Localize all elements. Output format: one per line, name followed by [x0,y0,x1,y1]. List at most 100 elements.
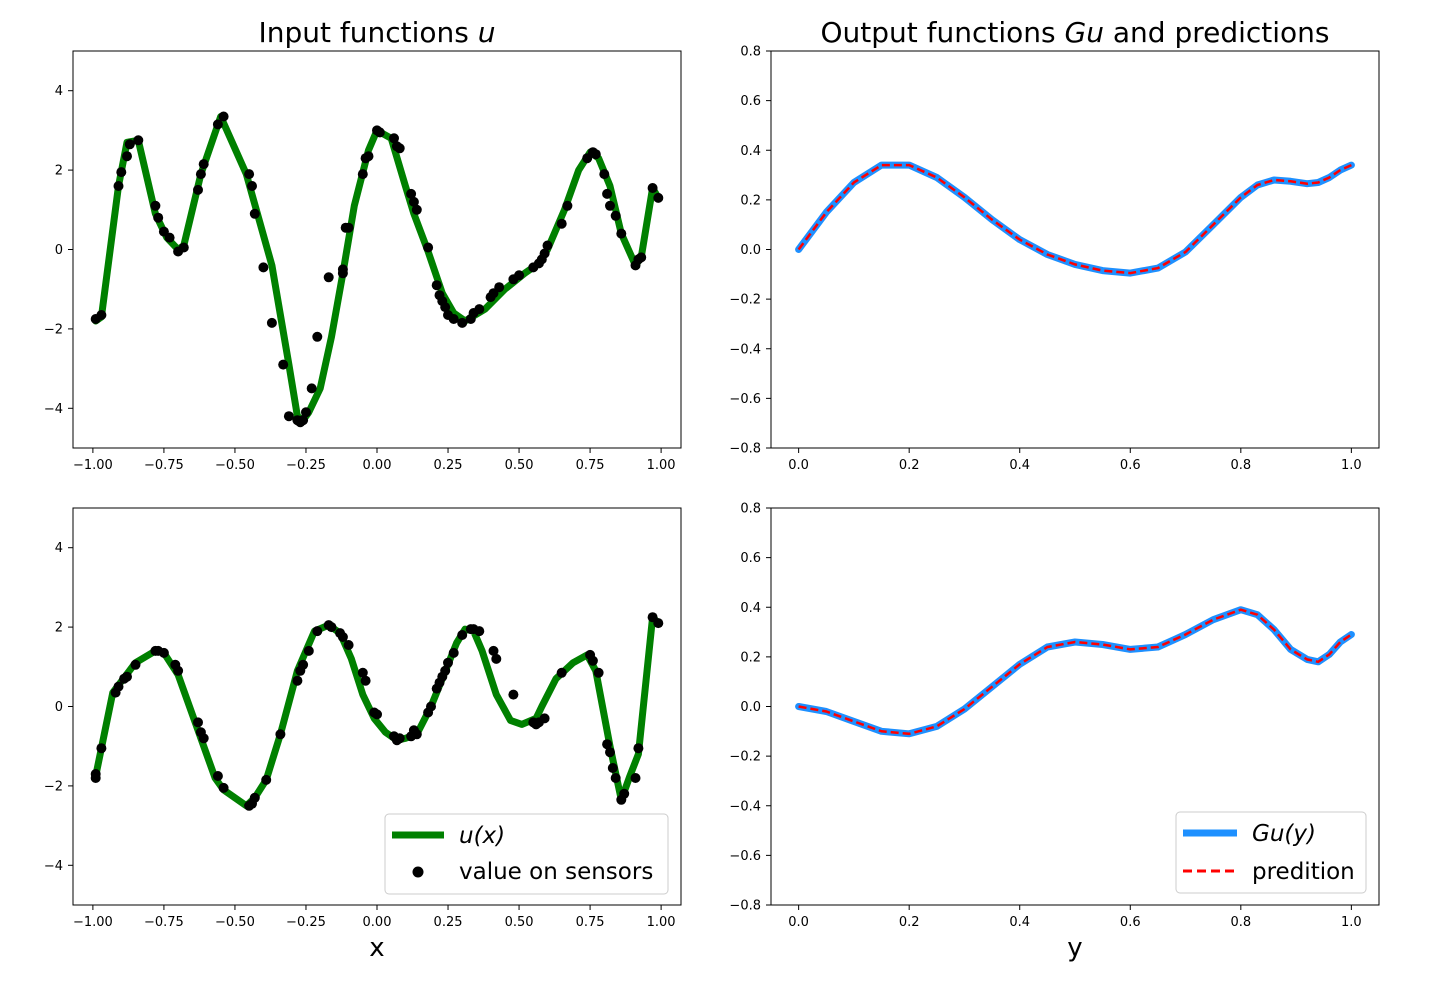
p2-sensor-point [593,667,604,678]
p2-sensor-point [426,701,436,712]
p2-sensor-point [275,729,286,740]
p1-xtick-label: 0.0 [788,458,809,473]
p3-ytick-label: 0.4 [740,601,761,616]
p0-sensor-point [363,151,374,162]
p1-ytick-label: 0.8 [740,45,761,60]
p0-sensor-point [653,192,664,203]
p0-sensor-point [283,411,294,422]
legend-input-frame [384,813,669,895]
p0-sensor-point [411,204,422,215]
p2-sensor-point [440,665,451,676]
legend-output-dashed-label: predition [1252,859,1355,885]
p2-sensor-point [303,645,314,656]
legend-input-points-label: value on sensors [459,859,653,885]
title-input-prefix: Input functions [258,16,477,49]
p0-sensor-point [122,151,132,162]
p0-plot-area [90,111,664,428]
p2-sensor-point [130,659,141,670]
p2-xtick-label: 0.25 [434,915,463,930]
p2-sensor-point [96,743,107,754]
p0-xtick-label: −0.75 [144,458,184,473]
p0-sensor-point [306,383,317,394]
p3-ytick-label: −0.4 [729,799,761,814]
p0-sensor-point [408,196,419,207]
p0-sensor-point [113,181,124,191]
p2-sensor-point [394,733,405,744]
p2-sensor-point [360,675,371,686]
p1-ytick-label: −0.8 [729,442,761,457]
legend-input-point-swatch [412,866,424,878]
p2-sensor-point [122,671,132,682]
p0-sensor-point [539,248,550,259]
p2-sensor-point [556,667,567,678]
p2-ytick-label: 4 [55,541,63,556]
p3-ytick-label: 0.6 [740,551,761,566]
p2-sensor-point [113,681,124,692]
p2-sensor-point [357,667,368,678]
p0-sensor-point [602,188,613,199]
p3-xtick-label: 0.4 [1009,915,1030,930]
p1-xtick-label: 1.0 [1341,458,1362,473]
p0-sensor-point [448,314,459,324]
p0-xtick-label: 1.00 [647,458,676,473]
p0-sensor-point [244,169,255,180]
p2-sensor-point [605,747,615,758]
p0-sensor-point [195,169,206,180]
p3-xtick-label: 0.0 [788,915,809,930]
p2-xtick-label: −1.00 [73,915,113,930]
p0-sensor-point [474,304,485,315]
p0-sensor-point [218,111,229,122]
p0-sensor-point [514,270,525,281]
p0-sensor-point [406,188,417,199]
p0-ytick-label: −2 [44,322,63,337]
title-input-var: u [478,16,496,49]
p3-prediction-line [798,608,1353,736]
p2-sensor-point [610,773,621,783]
p1-ytick-label: 0.6 [740,94,761,109]
p0-sensor-point [153,212,164,223]
p0-sensor-point [337,268,348,279]
p2-ytick-label: −2 [44,779,63,794]
p0-xtick-label: −0.25 [286,458,326,473]
y-axis-label: y [1067,933,1082,963]
p2-xtick-label: 0.00 [363,915,392,930]
p0-xtick-label: 0.75 [576,458,605,473]
p0-sensor-point [590,149,601,160]
p0-sensor-point [616,228,627,239]
p0-sensor-point [249,208,260,219]
p0-sensor-point [599,169,610,180]
p2-sensor-point [633,743,644,754]
p0-ytick-label: 4 [55,84,63,99]
p2-sensor-point [158,647,169,658]
p2-sensor-point [491,653,502,664]
p3-ytick-label: −0.2 [729,750,761,765]
p0-sensor-point [423,242,434,253]
p0-sensor-point [266,317,277,328]
title-output-var: Gu [1065,16,1104,49]
p1-ytick-label: 0.0 [740,243,761,258]
p2-plot-area [90,612,664,811]
title-input: Input functions u [258,16,495,49]
p0-xtick-label: 0.25 [434,458,463,473]
title-output-suffix: and predictions [1104,16,1330,49]
p0-sensor-point [357,169,368,180]
p2-sensor-point [298,659,309,670]
p2-sensor-point [261,774,272,785]
p2-sensor-point [411,729,422,740]
p3-plot-area [795,606,1355,738]
p3-xtick-label: 0.2 [899,915,920,930]
p1-prediction-line [797,163,1352,275]
p1-plot-area [795,161,1355,277]
p0-sensor-point [193,184,203,195]
title-output: Output functions Gu and predictions [820,16,1329,49]
p3-xtick-label: 0.8 [1230,915,1251,930]
p2-sensor-point [602,739,613,750]
p2-sensor-point [630,773,641,783]
p3-ytick-label: −0.6 [729,849,761,864]
p2-sensor-point [343,640,354,650]
p0-sensor-point [312,331,323,342]
p2-sensor-point [443,657,453,668]
p1-ytick-label: 0.2 [740,193,761,208]
p0-sensor-point [605,200,615,211]
